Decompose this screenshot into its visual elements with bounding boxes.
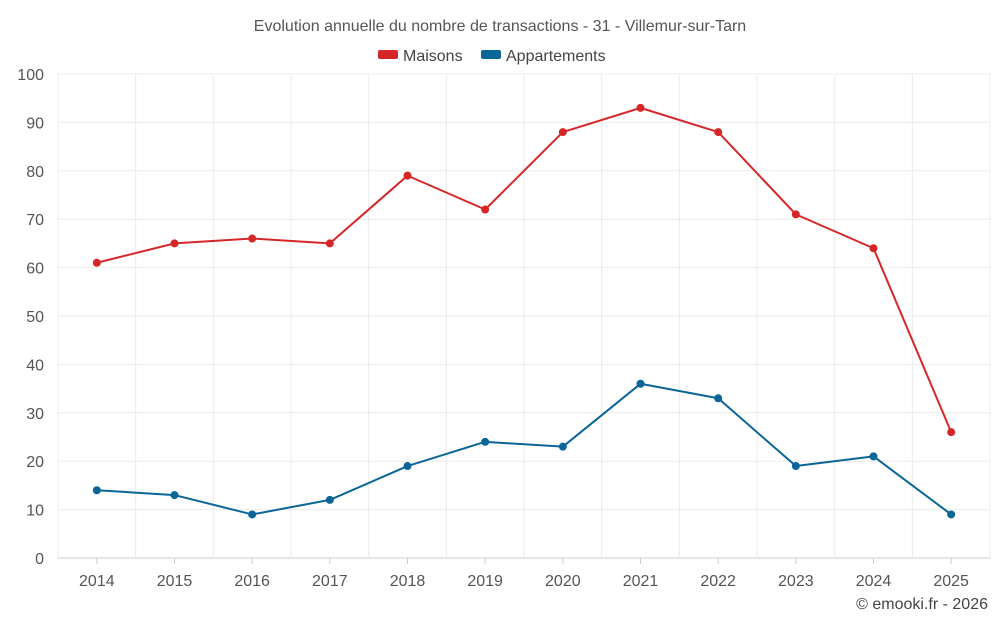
- y-tick-label: 40: [26, 357, 44, 374]
- legend-label-appartements: Appartements: [506, 48, 606, 65]
- y-tick-label: 10: [26, 503, 44, 520]
- series-maisons: [92, 103, 956, 437]
- series-line-appartements: [96, 382, 952, 516]
- data-point-appartements[interactable]: [92, 486, 101, 495]
- data-point-appartements[interactable]: [403, 462, 412, 471]
- y-tick-label: 90: [26, 115, 44, 132]
- data-point-appartements[interactable]: [714, 394, 723, 403]
- x-tick-label: 2024: [856, 573, 892, 590]
- data-point-appartements[interactable]: [869, 452, 878, 461]
- data-point-maisons[interactable]: [636, 103, 645, 112]
- data-point-appartements[interactable]: [791, 462, 800, 471]
- y-tick-label: 20: [26, 454, 44, 471]
- data-point-appartements[interactable]: [248, 510, 257, 519]
- data-point-maisons[interactable]: [92, 258, 101, 267]
- data-point-maisons[interactable]: [248, 234, 257, 243]
- x-tick-label: 2022: [700, 573, 736, 590]
- x-tick-label: 2018: [390, 573, 426, 590]
- data-point-appartements[interactable]: [170, 491, 179, 500]
- data-point-maisons[interactable]: [791, 210, 800, 219]
- data-point-maisons[interactable]: [558, 128, 567, 137]
- credit-text: © emooki.fr - 2026: [856, 596, 988, 613]
- x-axis-ticks: 2014 2015 2016 2017 2018 2019 2020 2021 2022 2023…: [79, 558, 969, 590]
- legend-swatch-appartements: [481, 50, 501, 59]
- x-tick-label: 2025: [933, 573, 969, 590]
- legend-item-maisons[interactable]: Maisons: [378, 48, 463, 65]
- chart-title: Evolution annuelle du nombre de transact…: [254, 18, 746, 35]
- x-tick-label: 2014: [79, 573, 115, 590]
- legend-label-maisons: Maisons: [403, 48, 463, 65]
- y-tick-label: 50: [26, 309, 44, 326]
- legend-item-appartements[interactable]: Appartements: [481, 48, 606, 65]
- x-tick-label: 2017: [312, 573, 348, 590]
- data-point-appartements[interactable]: [947, 510, 956, 519]
- data-point-appartements[interactable]: [558, 442, 567, 451]
- x-tick-label: 2023: [778, 573, 814, 590]
- y-axis-ticks: 0 10 20 30 40 50 60 70 80 90 100: [17, 67, 44, 568]
- data-point-maisons[interactable]: [325, 239, 334, 248]
- data-point-appartements[interactable]: [481, 437, 490, 446]
- data-point-maisons[interactable]: [869, 244, 878, 253]
- legend: Maisons Appartements: [378, 48, 606, 65]
- legend-swatch-maisons: [378, 50, 398, 59]
- data-point-appartements[interactable]: [325, 495, 334, 504]
- data-point-appartements[interactable]: [636, 379, 645, 388]
- y-tick-label: 30: [26, 406, 44, 423]
- grid: [57, 73, 991, 559]
- y-tick-label: 0: [35, 551, 44, 568]
- y-tick-label: 80: [26, 164, 44, 181]
- series-line-maisons: [96, 106, 953, 433]
- y-tick-label: 70: [26, 212, 44, 229]
- data-point-maisons[interactable]: [403, 171, 412, 180]
- x-tick-label: 2020: [545, 573, 581, 590]
- y-tick-label: 100: [17, 67, 44, 84]
- series: [92, 103, 956, 519]
- x-tick-label: 2019: [467, 573, 503, 590]
- y-tick-label: 60: [26, 261, 44, 278]
- series-appartements: [92, 379, 956, 519]
- x-tick-label: 2016: [234, 573, 270, 590]
- data-point-maisons[interactable]: [481, 205, 490, 214]
- data-point-maisons[interactable]: [947, 428, 956, 437]
- x-tick-label: 2021: [623, 573, 659, 590]
- x-tick-label: 2015: [157, 573, 193, 590]
- data-point-maisons[interactable]: [714, 128, 723, 137]
- data-point-maisons[interactable]: [170, 239, 179, 248]
